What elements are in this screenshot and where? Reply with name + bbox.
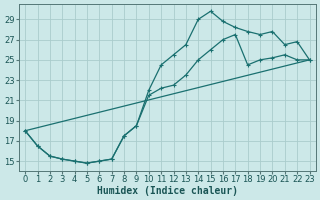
X-axis label: Humidex (Indice chaleur): Humidex (Indice chaleur) [97, 186, 238, 196]
